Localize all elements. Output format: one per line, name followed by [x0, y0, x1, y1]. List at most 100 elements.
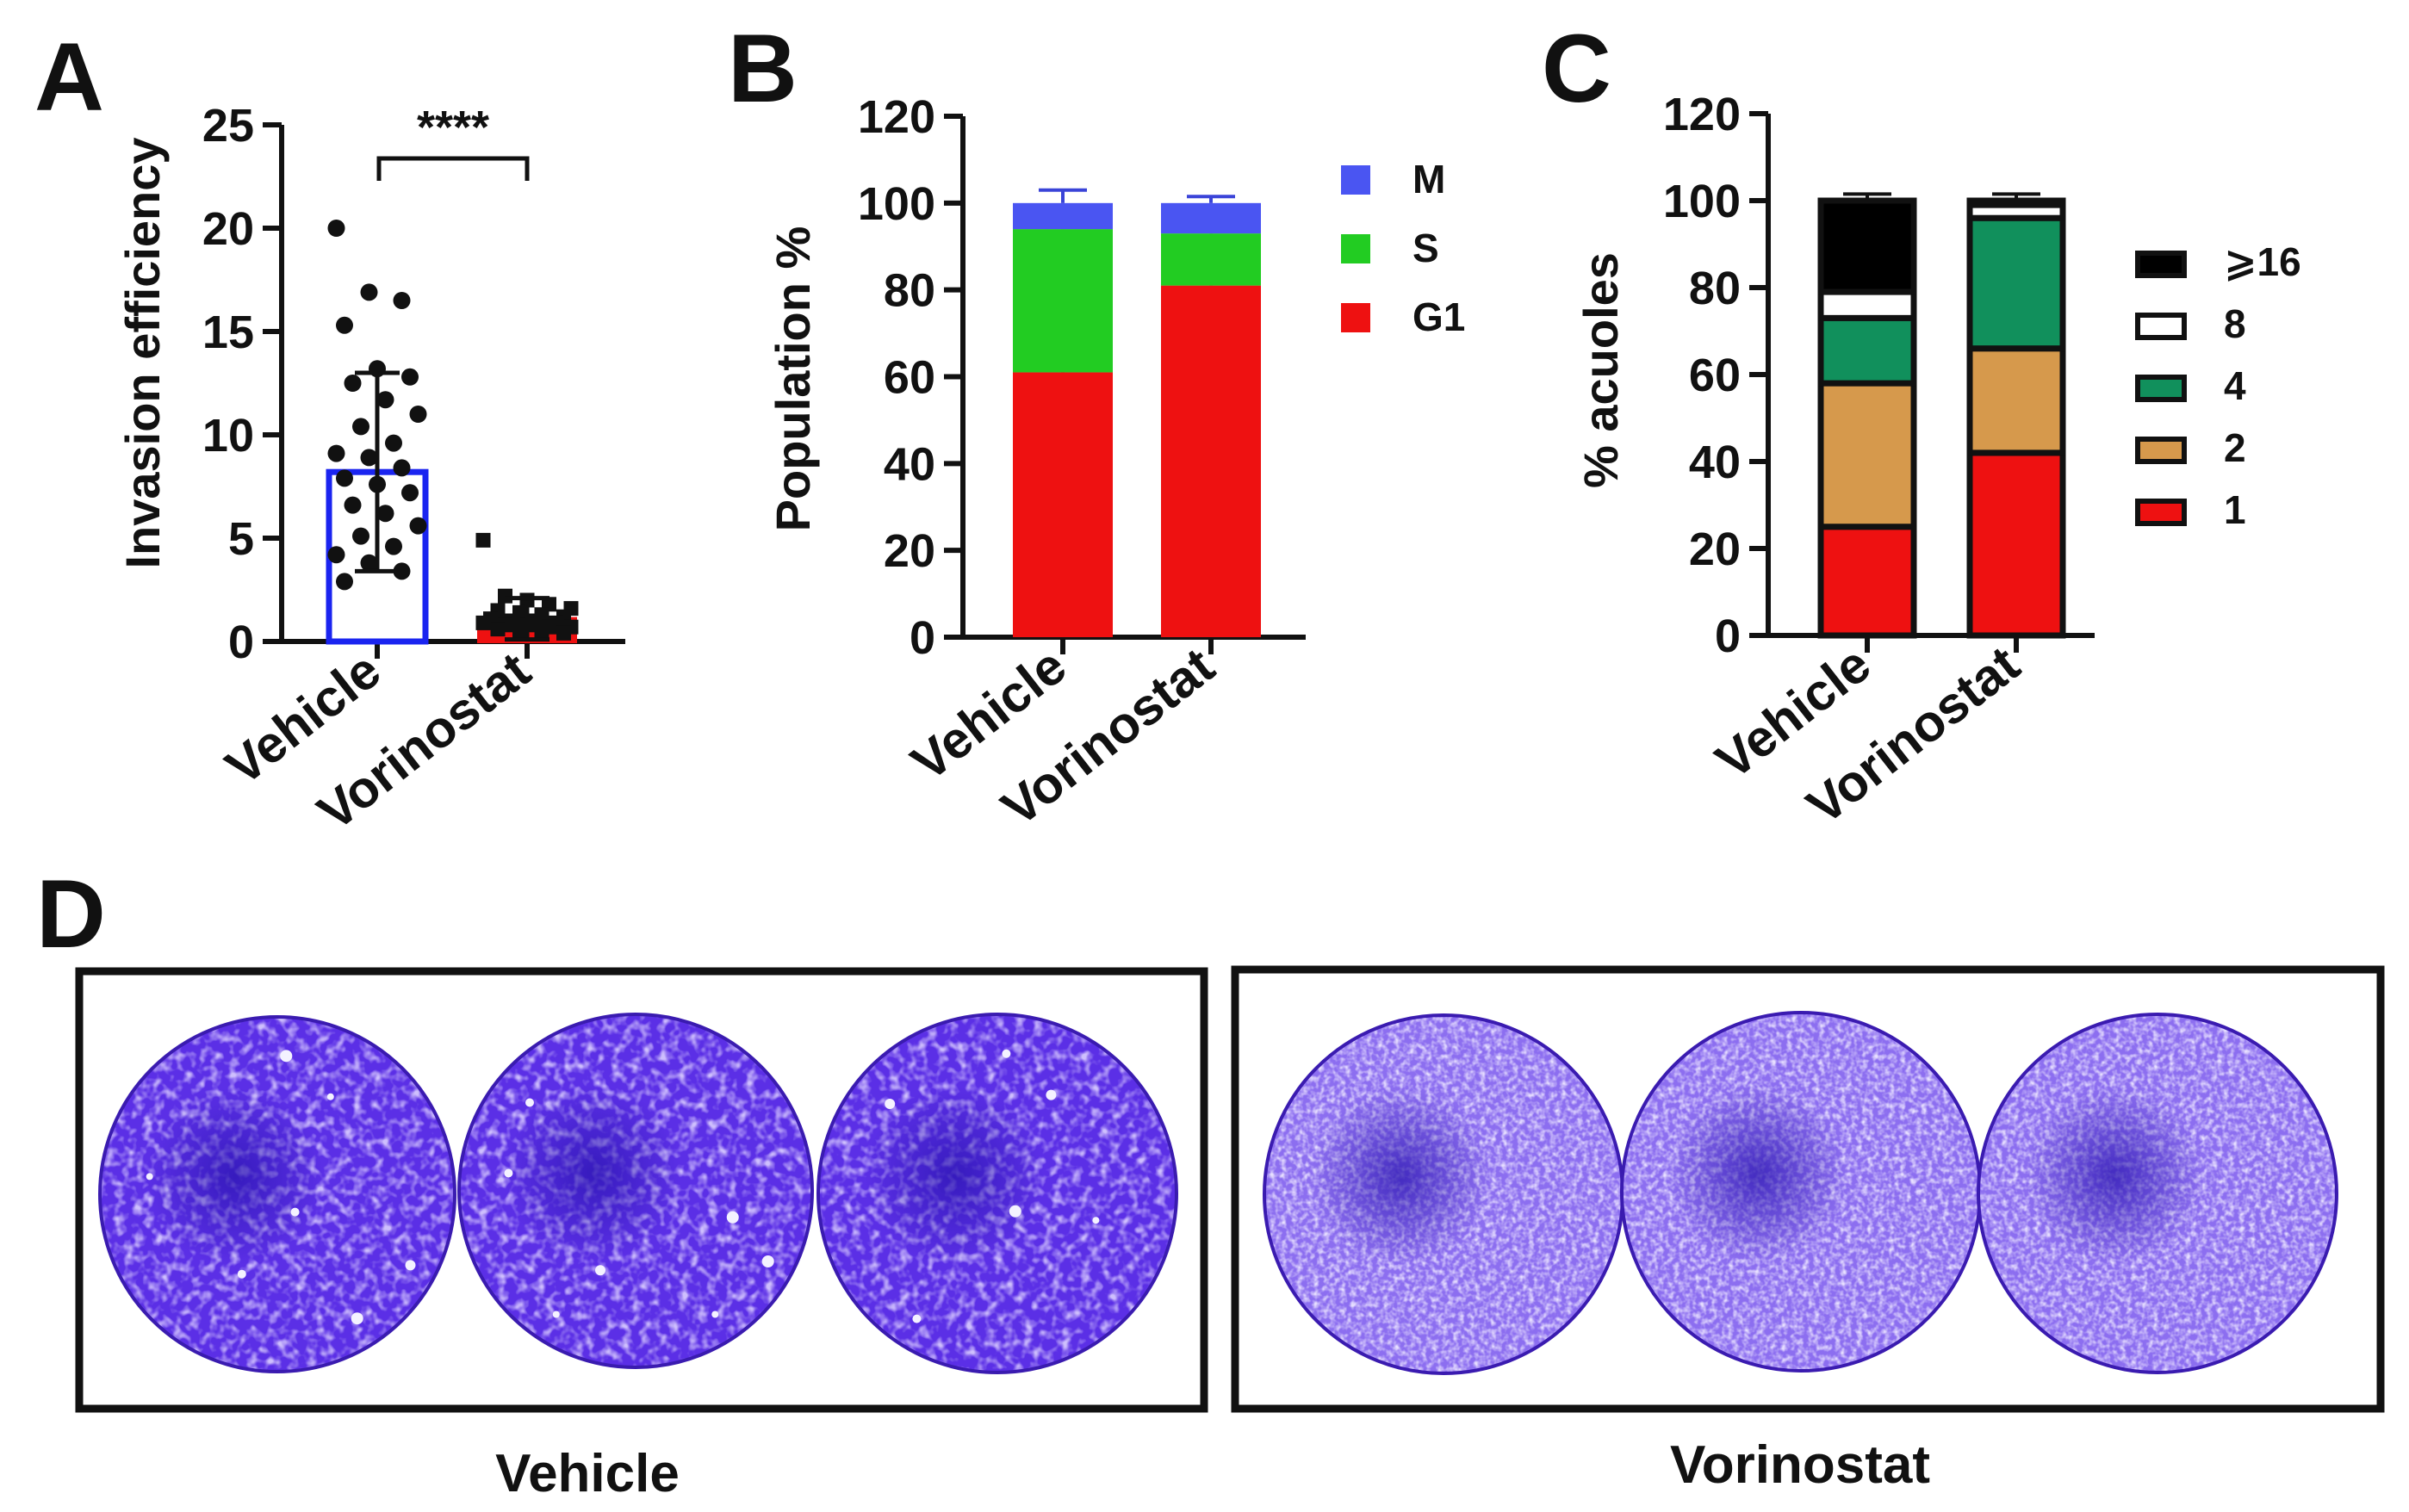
plaque [595, 1265, 605, 1276]
legend-swatch [2135, 375, 2187, 402]
plaque [552, 1311, 560, 1318]
data-point-vehicle [393, 459, 411, 477]
bar-segment-1-vorinostat [1966, 449, 2066, 639]
y-tick-label: 40 [1689, 437, 1741, 488]
y-tick-label: 100 [858, 178, 935, 230]
data-point-vehicle [409, 406, 427, 423]
legend-label: 1 [2224, 487, 2246, 532]
bar-segment-2-vehicle [1817, 380, 1917, 530]
data-point-vehicle [385, 434, 402, 452]
data-point-vorinostat [512, 623, 527, 639]
legend-label-G1: G1 [1412, 294, 1465, 339]
bar-segment-G1-vehicle [1013, 372, 1113, 637]
panel-a-error-bars [355, 370, 549, 642]
bar-segment-8-vehicle [1817, 288, 1917, 321]
legend-swatch-G1 [1341, 303, 1370, 332]
legend-swatch [2135, 499, 2187, 526]
y-tick-label: 100 [1663, 176, 1741, 227]
data-point-vehicle [327, 220, 345, 237]
data-point-vehicle [327, 546, 345, 564]
data-point-vorinostat [556, 625, 571, 641]
y-tick-label: 15 [202, 307, 254, 358]
y-tick-label: 40 [884, 438, 935, 490]
plaque [761, 1255, 774, 1267]
vehicle-plates-label: Vehicle [495, 1444, 680, 1503]
y-tick-label: 120 [858, 91, 935, 143]
data-point-vehicle [393, 562, 411, 580]
data-point-vehicle [336, 469, 353, 487]
plaque [1002, 1049, 1011, 1058]
panel-b-bars [1013, 188, 1261, 637]
plaque [1046, 1089, 1057, 1100]
legend-label: 8 [2224, 301, 2246, 346]
bar-segment-1-vehicle [1817, 524, 1917, 639]
legend-swatch [2135, 313, 2187, 340]
panel-c-bars [1817, 192, 2066, 639]
y-tick-label: 120 [1663, 89, 1741, 140]
well-rim [1977, 1013, 2338, 1374]
well-center-shade [100, 1017, 455, 1372]
bar-segment-4-vehicle [1817, 314, 1917, 387]
y-tick-label: 25 [202, 100, 254, 152]
significance-bracket [376, 156, 530, 181]
data-point-vehicle [336, 316, 353, 334]
bar-segment-2-vorinostat [1966, 345, 2066, 456]
panel-c-legend: ⩾16 8 4 2 1 [2135, 239, 2301, 532]
bar-segment-x16-vehicle [1817, 197, 1917, 295]
bar-segment-4-vorinostat [1966, 214, 2066, 352]
bar-segment-x16-vorinostat [1966, 197, 2066, 208]
plaque [711, 1311, 719, 1318]
plaque [351, 1312, 363, 1325]
legend-swatch [2135, 251, 2187, 278]
legend-swatch [2135, 437, 2187, 464]
well-rim [457, 1013, 814, 1369]
legend-swatch-M [1341, 165, 1370, 195]
well-rim [98, 1015, 456, 1373]
data-point-vehicle [376, 505, 394, 523]
panel-d-plates: Vehicle Vorinostat [75, 965, 2385, 1503]
y-tick-label: 80 [1689, 263, 1741, 314]
well-center-shade [1264, 1015, 1623, 1373]
y-tick-label: 0 [910, 612, 935, 664]
bar-segment-S-vehicle [1013, 229, 1113, 373]
well-rim [816, 1013, 1178, 1374]
legend-label: 4 [2224, 363, 2246, 408]
well-center-shade [818, 1014, 1177, 1373]
data-point-vehicle [327, 444, 345, 462]
plaque [280, 1050, 293, 1063]
data-point-vehicle [401, 484, 419, 502]
plaque [405, 1260, 416, 1271]
y-tick-label: 20 [1689, 524, 1741, 575]
data-point-vehicle [409, 517, 427, 535]
well-center-shade [459, 1014, 812, 1367]
y-tick-label: 20 [202, 203, 254, 255]
bar-segment-M-vehicle [1013, 202, 1113, 230]
well-center-shade [1978, 1014, 2337, 1373]
data-point-vehicle [336, 573, 353, 591]
bar-segment-S-vorinostat [1161, 233, 1261, 286]
y-tick-label: 60 [1689, 350, 1741, 401]
data-point-vehicle [385, 537, 402, 555]
plaque [885, 1099, 896, 1109]
panel-c-ylabel: % acuoles [1574, 252, 1628, 488]
legend-label: 2 [2224, 425, 2246, 470]
data-point-vehicle [344, 375, 362, 392]
plaque [146, 1173, 153, 1180]
y-tick-label: 5 [228, 513, 254, 565]
y-tick-label: 60 [884, 352, 935, 404]
legend-label-M: M [1412, 157, 1445, 201]
well-center-shade [1622, 1013, 1980, 1371]
data-point-vehicle [376, 391, 394, 409]
bar-segment-M-vorinostat [1161, 202, 1261, 234]
y-tick-label: 0 [1715, 610, 1741, 662]
panel-a-ylabel: Invasion efficiency [115, 137, 170, 568]
legend-label: ⩾16 [2224, 239, 2301, 284]
data-point-vehicle [352, 418, 369, 436]
panel-label-b: B [728, 15, 798, 122]
panel-label-d: D [36, 860, 106, 968]
data-point-vorinostat [475, 532, 491, 548]
plaque [290, 1207, 300, 1217]
data-point-vehicle [360, 283, 378, 301]
plaque [1092, 1217, 1100, 1224]
